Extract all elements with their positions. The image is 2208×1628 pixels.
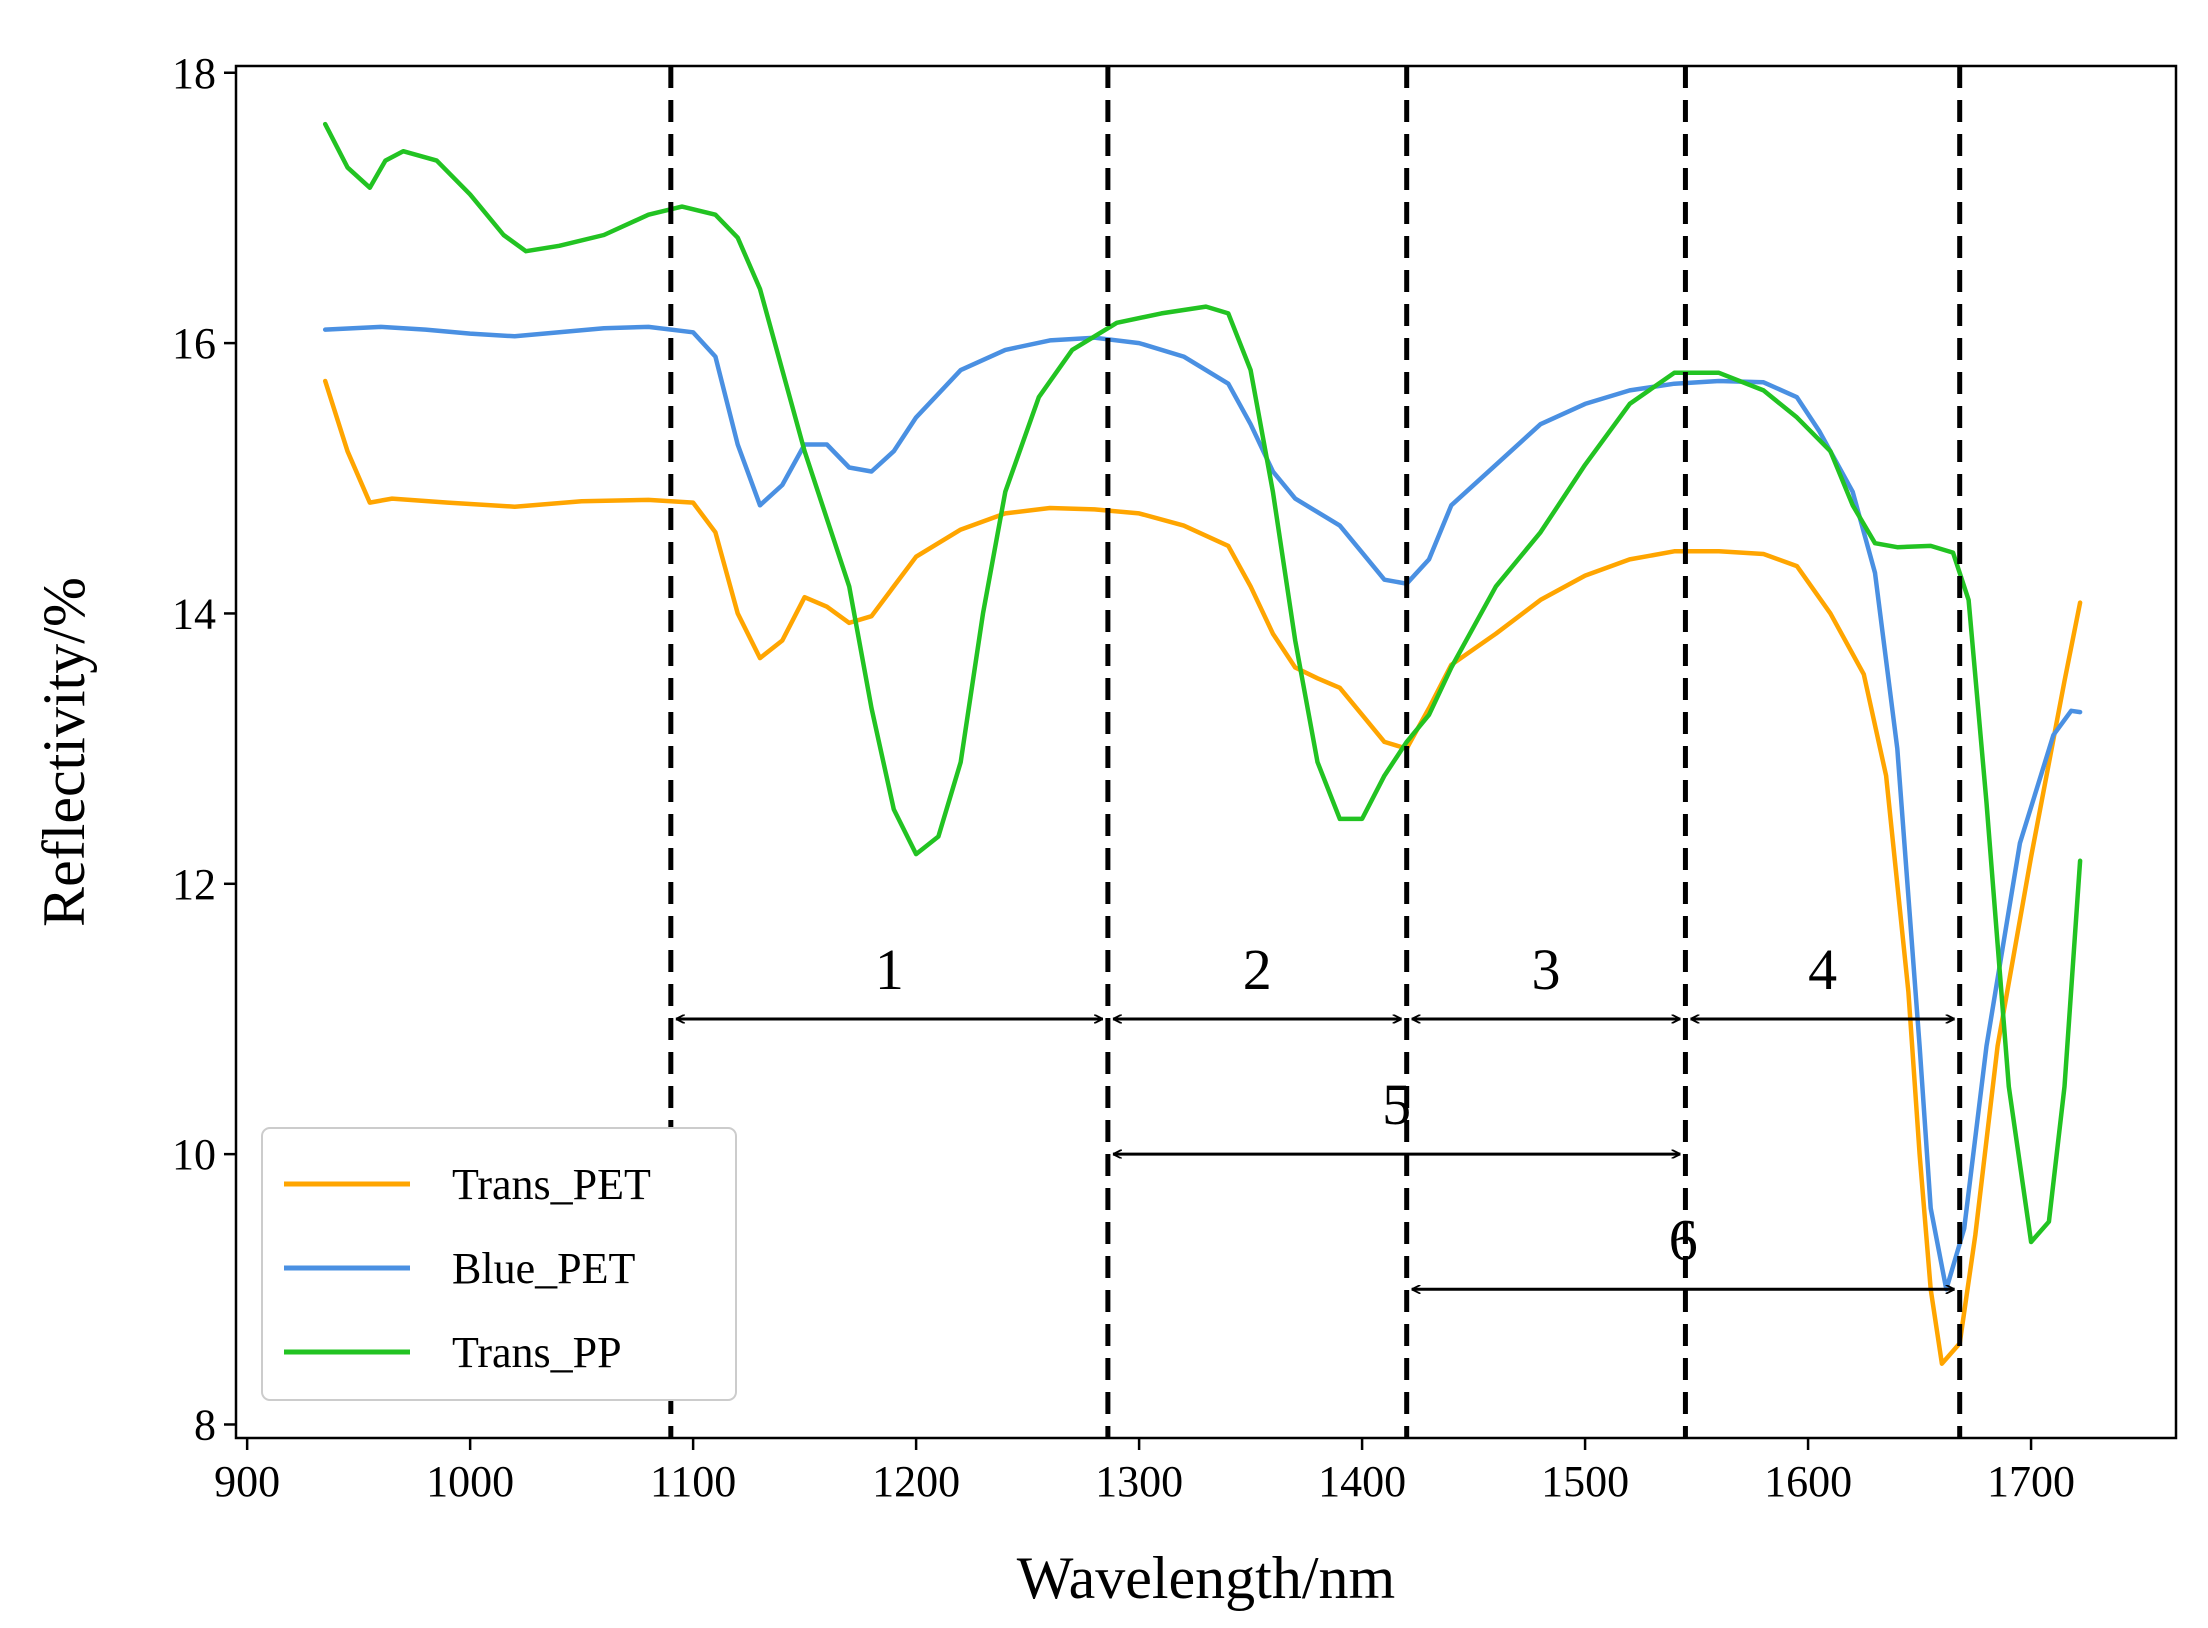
y-tick-label: 16 — [172, 319, 216, 368]
y-tick-label: 12 — [172, 860, 216, 909]
x-tick-label: 1200 — [872, 1457, 960, 1506]
x-axis-title: Wavelength/nm — [1017, 1545, 1395, 1611]
x-tick-label: 1100 — [650, 1457, 736, 1506]
y-tick-label: 14 — [172, 589, 216, 638]
series-line-trans-pp — [322, 121, 2083, 1245]
x-tick-label: 1700 — [1987, 1457, 2075, 1506]
ranges-layer: 1 2 3 4 5 6 — [675, 937, 1955, 1289]
x-tick-label: 1600 — [1764, 1457, 1852, 1506]
y-tick-label: 10 — [172, 1130, 216, 1179]
y-tick-label: 8 — [194, 1400, 216, 1449]
legend-label-blue-pet: Blue_PET — [452, 1244, 635, 1293]
x-tick-label: 1000 — [426, 1457, 514, 1506]
range-label-2: 2 — [1243, 937, 1272, 1002]
range-label-6: 6 — [1669, 1207, 1698, 1272]
series-line-trans-pet — [322, 378, 2083, 1366]
x-tick-label: 1500 — [1541, 1457, 1629, 1506]
range-label-5: 5 — [1382, 1072, 1411, 1137]
y-tick-label: 18 — [172, 49, 216, 98]
series-line-blue-pet — [322, 324, 2083, 1292]
x-tick-label: 1400 — [1318, 1457, 1406, 1506]
x-tick-label: 1300 — [1095, 1457, 1183, 1506]
range-label-3: 3 — [1532, 937, 1561, 1002]
range-label-1: 1 — [875, 937, 904, 1002]
range-label-4: 4 — [1808, 937, 1837, 1002]
plot-frame — [234, 64, 2178, 1440]
y-axis-title: Reflectivity/% — [31, 577, 97, 927]
legend-label-trans-pet: Trans_PET — [452, 1160, 651, 1209]
axes-layer: 900 1000 1100 1200 1300 1400 1500 1600 170081012… — [172, 49, 2075, 1506]
legend-label-trans-pp: Trans_PP — [452, 1328, 622, 1377]
x-tick-label: 900 — [214, 1457, 280, 1506]
legend: Trans_PET Blue_PET Trans_PP — [261, 1127, 737, 1401]
legend-box — [261, 1127, 737, 1401]
series-layer — [322, 121, 2083, 1366]
